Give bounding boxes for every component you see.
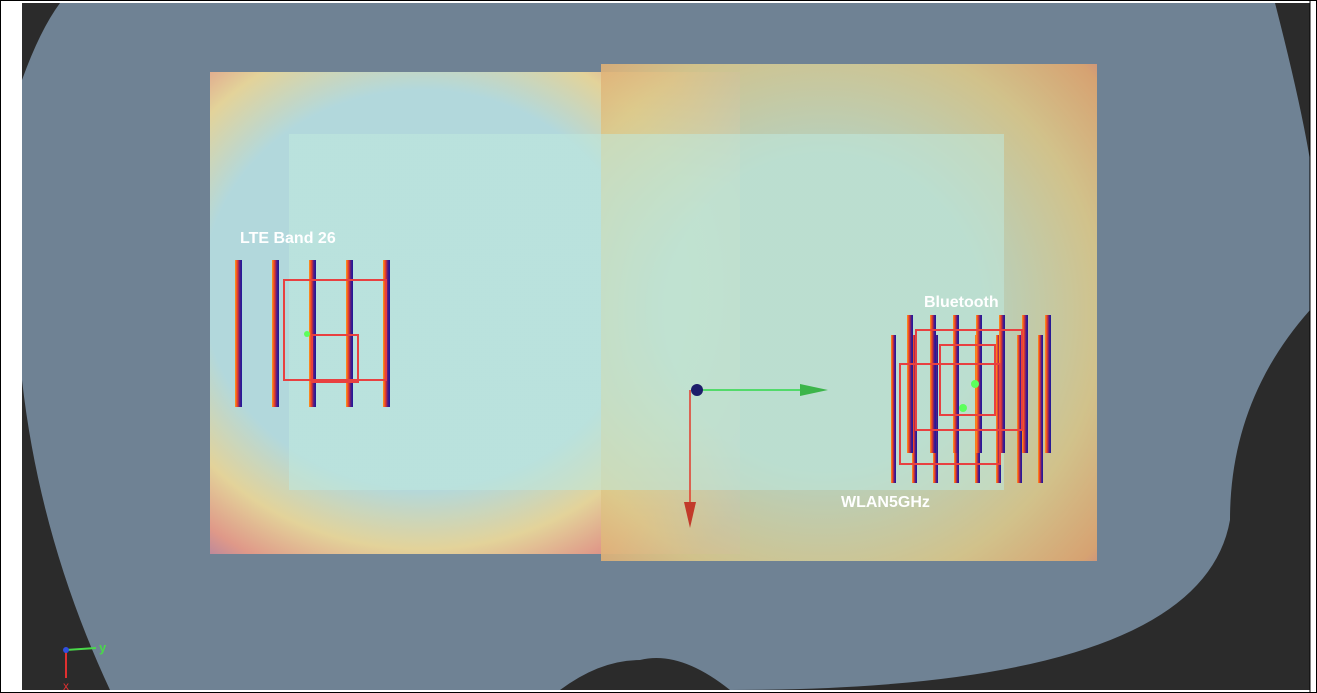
antenna-strip [912, 335, 917, 483]
origin [691, 384, 703, 396]
antenna-strip [1022, 315, 1028, 453]
lte-antenna [235, 260, 390, 407]
feed-point [971, 380, 979, 388]
arrow-head-y [800, 384, 828, 396]
feed-point [304, 331, 310, 337]
antenna-strip [346, 260, 353, 407]
antenna-strip [309, 260, 316, 407]
triad-label-y: y [99, 640, 107, 655]
antenna-strip [953, 315, 959, 453]
antenna-strip [1017, 335, 1022, 483]
board-overlay [289, 134, 1004, 490]
label-bluetooth: Bluetooth [924, 294, 999, 311]
antenna-strip [930, 315, 936, 453]
antenna-strip [907, 315, 913, 453]
label-lte: LTE Band 26 [240, 230, 336, 247]
antenna-strip [235, 260, 242, 407]
bt-antenna [891, 315, 1051, 483]
triad-y [65, 647, 97, 651]
antenna-outline [939, 344, 996, 416]
arrow-head-x [684, 502, 696, 528]
antenna-outline [899, 363, 1001, 465]
triad-label-x: x [63, 679, 69, 693]
antenna-strip [272, 260, 279, 407]
antenna-outline [311, 334, 359, 383]
triad-z [63, 647, 69, 653]
antenna-outline [283, 279, 387, 381]
antenna-strip [996, 335, 1001, 483]
antenna-strip [1045, 315, 1051, 453]
antenna-outline [915, 329, 1023, 431]
feed-point [959, 404, 967, 412]
antenna-strip [999, 315, 1005, 453]
label-wlan: WLAN5GHz [841, 494, 930, 511]
antenna-strip [1038, 335, 1043, 483]
antenna-strip [891, 335, 896, 483]
